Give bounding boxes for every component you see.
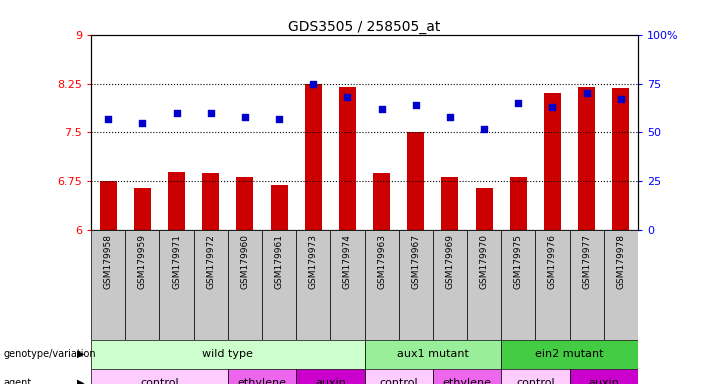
Text: GSM179972: GSM179972 [206, 234, 215, 288]
Point [137, 120, 148, 126]
Bar [467, 230, 501, 340]
Bar [236, 177, 254, 230]
Text: GSM179961: GSM179961 [275, 234, 284, 289]
Bar [168, 172, 185, 230]
Text: aux1 mutant: aux1 mutant [397, 349, 469, 359]
Point [308, 81, 319, 87]
Text: GSM179971: GSM179971 [172, 234, 181, 289]
Bar [202, 173, 219, 230]
Bar [330, 230, 365, 340]
Text: GSM179970: GSM179970 [479, 234, 489, 289]
Bar [125, 230, 160, 340]
Bar [501, 369, 569, 384]
Bar [433, 369, 501, 384]
Bar [91, 369, 228, 384]
Bar [228, 369, 297, 384]
Text: GSM179978: GSM179978 [616, 234, 625, 289]
Bar [569, 369, 638, 384]
Text: auxin: auxin [315, 378, 346, 384]
Text: auxin: auxin [588, 378, 619, 384]
Text: GSM179969: GSM179969 [445, 234, 454, 289]
Point [479, 126, 490, 132]
Bar [399, 230, 433, 340]
Bar [91, 230, 125, 340]
Title: GDS3505 / 258505_at: GDS3505 / 258505_at [288, 20, 441, 33]
Bar [510, 177, 527, 230]
Bar [305, 84, 322, 230]
Bar [262, 230, 296, 340]
Bar [228, 230, 262, 340]
Point [342, 94, 353, 100]
Point [273, 116, 285, 122]
Bar [297, 230, 330, 340]
Bar [100, 182, 117, 230]
Bar [365, 230, 399, 340]
Bar [433, 230, 467, 340]
Text: ein2 mutant: ein2 mutant [536, 349, 604, 359]
Text: GSM179977: GSM179977 [582, 234, 591, 289]
Bar [91, 340, 365, 369]
Text: GSM179967: GSM179967 [411, 234, 421, 289]
Bar [373, 173, 390, 230]
Bar [365, 369, 433, 384]
Bar [407, 132, 424, 230]
Point [239, 114, 250, 120]
Text: GSM179974: GSM179974 [343, 234, 352, 288]
Point [512, 100, 524, 106]
Text: GSM179959: GSM179959 [138, 234, 147, 289]
Point [171, 110, 182, 116]
Bar [612, 88, 629, 230]
Text: GSM179958: GSM179958 [104, 234, 113, 289]
Bar [297, 369, 365, 384]
Text: agent: agent [4, 378, 32, 384]
Bar [501, 230, 536, 340]
Bar [544, 93, 561, 230]
Point [547, 104, 558, 110]
Bar [160, 230, 193, 340]
Point [410, 102, 421, 108]
Text: ethylene: ethylene [442, 378, 491, 384]
Point [444, 114, 456, 120]
Point [615, 96, 627, 102]
Point [205, 110, 217, 116]
Text: GSM179976: GSM179976 [548, 234, 557, 289]
Point [581, 90, 592, 96]
Bar [442, 177, 458, 230]
Text: GSM179975: GSM179975 [514, 234, 523, 289]
Text: control: control [140, 378, 179, 384]
Text: control: control [516, 378, 554, 384]
Text: wild type: wild type [203, 349, 253, 359]
Bar [134, 188, 151, 230]
Text: GSM179973: GSM179973 [308, 234, 318, 289]
Point [376, 106, 387, 112]
Bar [365, 340, 501, 369]
Text: ▶: ▶ [77, 349, 84, 359]
Bar [569, 230, 604, 340]
Bar [604, 230, 638, 340]
Text: control: control [379, 378, 418, 384]
Bar [536, 230, 570, 340]
Bar [339, 87, 356, 230]
Bar [475, 188, 493, 230]
Bar [271, 185, 287, 230]
Text: ▶: ▶ [77, 378, 84, 384]
Text: ethylene: ethylene [238, 378, 287, 384]
Text: genotype/variation: genotype/variation [4, 349, 96, 359]
Bar [193, 230, 228, 340]
Point [102, 116, 114, 122]
Text: GSM179963: GSM179963 [377, 234, 386, 289]
Bar [501, 340, 638, 369]
Text: GSM179960: GSM179960 [240, 234, 250, 289]
Bar [578, 87, 595, 230]
